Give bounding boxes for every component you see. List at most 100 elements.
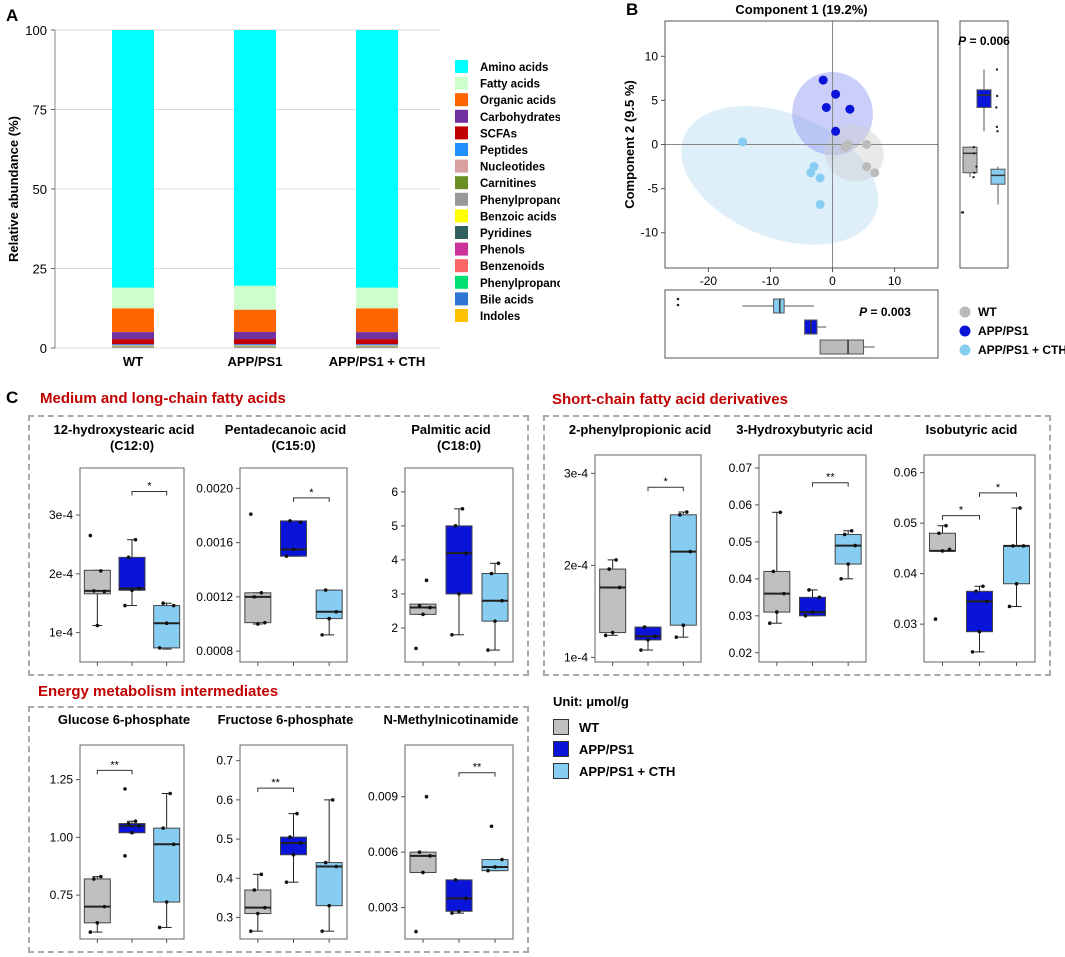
legend-label: Phenylpropanoic acids (480, 195, 560, 207)
x-tick-label: 0 (829, 274, 836, 288)
y-tick-label: 2 (391, 621, 398, 635)
data-point (940, 549, 945, 553)
box-title: Isobutyric acid (926, 422, 1018, 437)
data-point (1007, 604, 1012, 609)
legend-marker (959, 344, 971, 356)
energy-group-box (28, 706, 529, 953)
data-point (126, 821, 131, 826)
outlier-point (996, 94, 999, 98)
y-tick-label: 1.25 (50, 773, 74, 787)
y-tick-label: 0.02 (729, 646, 753, 660)
box (153, 827, 181, 903)
x-tick-label: -10 (762, 274, 780, 288)
significance-label: * (664, 476, 669, 488)
data-point (421, 612, 425, 617)
box (834, 533, 862, 565)
box (669, 514, 697, 626)
box (599, 568, 627, 634)
data-point (95, 623, 100, 628)
boxplot-glucose-6-phosphate: Glucose 6-phosphate 0.75 1.00 1.25 ** (50, 712, 190, 943)
bar-segment (112, 287, 154, 309)
bar-segment (234, 309, 276, 333)
legend-label: WT (978, 305, 997, 319)
y-tick-label: 0.006 (368, 845, 398, 859)
bar-segment (356, 339, 398, 345)
data-point (849, 528, 854, 533)
data-point (259, 591, 264, 595)
bar-segment (356, 30, 398, 288)
data-point (92, 589, 96, 593)
box (118, 556, 146, 591)
data-point (123, 854, 127, 858)
y-tick-label: 0.0020 (196, 481, 233, 495)
outlier-point (996, 130, 999, 133)
data-point (453, 878, 458, 882)
significance-label: * (959, 505, 964, 517)
y-tick-label: 0.06 (729, 498, 753, 512)
data-point (252, 888, 257, 892)
data-point (92, 877, 96, 881)
data-point (295, 811, 299, 816)
data-point (840, 142, 850, 152)
data-point (457, 592, 461, 596)
data-point (839, 577, 843, 581)
data-point (323, 860, 328, 865)
box (315, 589, 343, 620)
fatty-acid-group-box (28, 415, 529, 676)
cth-swatch (553, 763, 569, 779)
data-point (161, 601, 165, 606)
data-point (424, 578, 429, 583)
box (445, 879, 473, 912)
section-title-scfa: Short-chain fatty acid derivatives (552, 391, 788, 408)
data-point (738, 137, 748, 147)
legend-swatch (455, 176, 468, 190)
legend-label: Carnitines (480, 178, 536, 190)
significance-label: ** (110, 759, 119, 771)
y-tick-label: 75 (33, 103, 47, 118)
x-tick-label: WT (123, 354, 143, 369)
y-axis-label: Component 2 (9.5 %) (622, 80, 637, 209)
unit-label: Unit: μmol/g (553, 693, 629, 709)
y-tick-label: 1e-4 (49, 626, 73, 640)
data-point (450, 911, 454, 915)
y-tick-label: 0.6 (216, 793, 233, 807)
bar-segment (356, 332, 398, 340)
y-tick-label: 0.0012 (196, 590, 233, 604)
data-point (496, 561, 501, 566)
data-point (862, 162, 872, 172)
data-point (845, 104, 855, 114)
bar-segment (234, 285, 276, 310)
y-tick-label: 3 (391, 587, 398, 601)
y-tick-label: 3e-4 (564, 466, 588, 480)
bar-segment (356, 344, 398, 346)
data-point (99, 569, 103, 573)
y-tick-label: 50 (33, 182, 47, 197)
data-point (617, 585, 622, 590)
significance-bracket (257, 787, 294, 793)
legend-swatch (455, 226, 468, 239)
boxplot-n-methylnicotinamide: N-Methylnicotinamide 0.003 0.006 0.009 ** (368, 712, 519, 943)
data-point (1014, 581, 1019, 586)
box-title: Fructose 6-phosphate (218, 712, 354, 727)
data-point (984, 599, 989, 604)
data-point (870, 168, 880, 178)
data-point (164, 621, 169, 625)
y-tick-label: 1e-4 (564, 650, 588, 664)
data-point (102, 589, 107, 594)
significance-bracket (647, 486, 684, 492)
significance-label: ** (271, 777, 280, 789)
section-title-energy: Energy metabolism intermediates (38, 683, 279, 700)
panel-letter-c: C (6, 388, 19, 407)
bar-segment (112, 30, 154, 288)
data-point (974, 589, 978, 594)
data-point (688, 549, 693, 554)
data-point (464, 896, 468, 901)
box-subtitle: (C18:0) (437, 438, 481, 453)
legend-label: Benzoic acids (480, 211, 557, 223)
app-swatch (553, 741, 569, 757)
bar-segment (112, 308, 154, 333)
data-point (99, 874, 103, 879)
box (481, 859, 509, 872)
data-point (334, 610, 338, 614)
box (976, 89, 992, 108)
